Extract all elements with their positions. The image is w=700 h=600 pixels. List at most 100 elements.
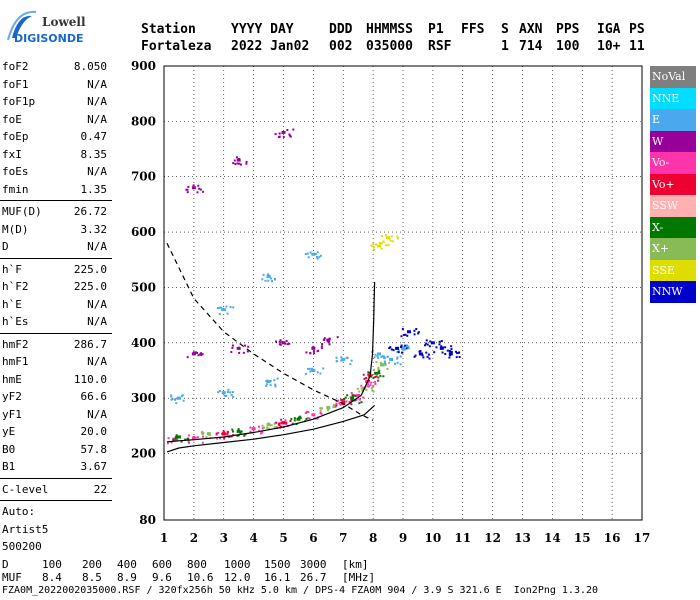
param-value: N/A	[87, 407, 107, 421]
param-row: D N/A	[0, 238, 112, 256]
echo-point	[341, 357, 346, 361]
echo-speck	[454, 350, 457, 353]
echo-speck	[239, 431, 242, 434]
param-value: N/A	[87, 165, 107, 178]
echo-speck	[304, 252, 307, 255]
echo-speck	[379, 361, 382, 364]
echo-speck	[244, 433, 247, 436]
param-row: hmF2 286.7	[0, 336, 112, 354]
echo-speck	[396, 361, 399, 364]
echo-speck	[231, 344, 234, 347]
echo-speck	[186, 188, 189, 191]
echo-speck	[319, 411, 322, 414]
echo-speck	[340, 398, 343, 401]
echo-speck	[231, 346, 234, 349]
echo-speck	[275, 421, 278, 424]
echo-speck	[235, 156, 238, 159]
echo-speck	[371, 389, 374, 392]
param-row: hmE 110.0	[0, 371, 112, 389]
echo-speck	[327, 408, 330, 411]
echo-speck	[279, 425, 282, 428]
echo-speck	[285, 422, 288, 425]
echo-speck	[403, 348, 406, 351]
echo-speck	[367, 373, 370, 376]
echo-speck	[234, 163, 237, 166]
echo-speck	[374, 380, 377, 383]
legend-entry: Vo-	[650, 152, 696, 174]
param-name: hmF1	[2, 355, 29, 368]
echo-speck	[422, 356, 425, 359]
echo-point	[374, 371, 379, 375]
echo-speck	[369, 384, 372, 387]
echo-speck	[385, 244, 388, 247]
echo-speck	[217, 391, 220, 394]
echo-speck	[458, 356, 461, 359]
echo-speck	[185, 188, 188, 191]
trace-titan	[166, 242, 374, 421]
param-value: 110.0	[73, 372, 107, 386]
echo-speck	[362, 396, 365, 399]
echo-speck	[233, 159, 236, 162]
echo-speck	[424, 344, 427, 347]
echo-speck	[334, 405, 337, 408]
echo-speck	[377, 376, 380, 379]
echo-speck	[441, 351, 444, 354]
echo-speck	[318, 256, 321, 259]
echo-speck	[245, 162, 248, 165]
echo-speck	[228, 435, 231, 438]
muf-value: [MHz]	[342, 571, 376, 584]
x-tick-label: 11	[454, 531, 471, 545]
echo-point	[236, 429, 241, 433]
echo-speck	[340, 359, 343, 362]
echo-speck	[382, 375, 385, 378]
echo-speck	[421, 354, 424, 357]
echo-speck	[202, 435, 205, 438]
legend-entry: SSW	[650, 195, 696, 217]
echo-speck	[384, 364, 387, 367]
param-row: yF1 N/A	[0, 406, 112, 424]
param-value: 286.7	[73, 337, 107, 351]
echo-speck	[327, 341, 330, 344]
echo-speck	[383, 360, 386, 363]
muf-value: 8.5	[82, 571, 102, 584]
echo-speck	[222, 430, 225, 433]
param-value: 225.0	[73, 280, 107, 293]
echo-speck	[238, 351, 241, 354]
echo-speck	[236, 162, 239, 165]
echo-point	[266, 274, 271, 278]
echo-speck	[312, 370, 315, 373]
echo-speck	[276, 377, 279, 380]
echo-speck	[374, 375, 377, 378]
echo-speck	[278, 422, 281, 425]
autoscale-line: Auto:	[0, 503, 112, 521]
echo-speck	[202, 190, 205, 193]
param-divider	[0, 257, 112, 259]
param-value: N/A	[87, 355, 107, 368]
param-value: 66.6	[80, 390, 108, 403]
echo-speck	[236, 434, 239, 437]
d-value: 1000	[224, 558, 251, 571]
echo-speck	[400, 335, 403, 338]
echo-speck	[240, 430, 243, 433]
echo-speck	[297, 416, 300, 419]
echo-speck	[319, 409, 322, 412]
echo-speck	[372, 390, 375, 393]
d-value: 100	[42, 558, 62, 571]
param-divider	[0, 200, 112, 201]
echo-speck	[402, 348, 405, 351]
echo-speck	[350, 391, 353, 394]
echo-speck	[278, 424, 281, 427]
header-value: 035000	[366, 39, 413, 54]
echo-speck	[341, 359, 344, 362]
echo-speck	[175, 439, 178, 442]
echo-speck	[170, 398, 173, 401]
echo-speck	[377, 356, 380, 359]
echo-speck	[383, 355, 386, 358]
echo-speck	[309, 352, 312, 355]
echo-point	[326, 338, 331, 342]
echo-speck	[372, 243, 375, 246]
x-tick-label: 10	[425, 531, 442, 545]
echo-speck	[232, 395, 235, 398]
echo-speck	[305, 351, 308, 354]
echo-speck	[221, 307, 224, 310]
